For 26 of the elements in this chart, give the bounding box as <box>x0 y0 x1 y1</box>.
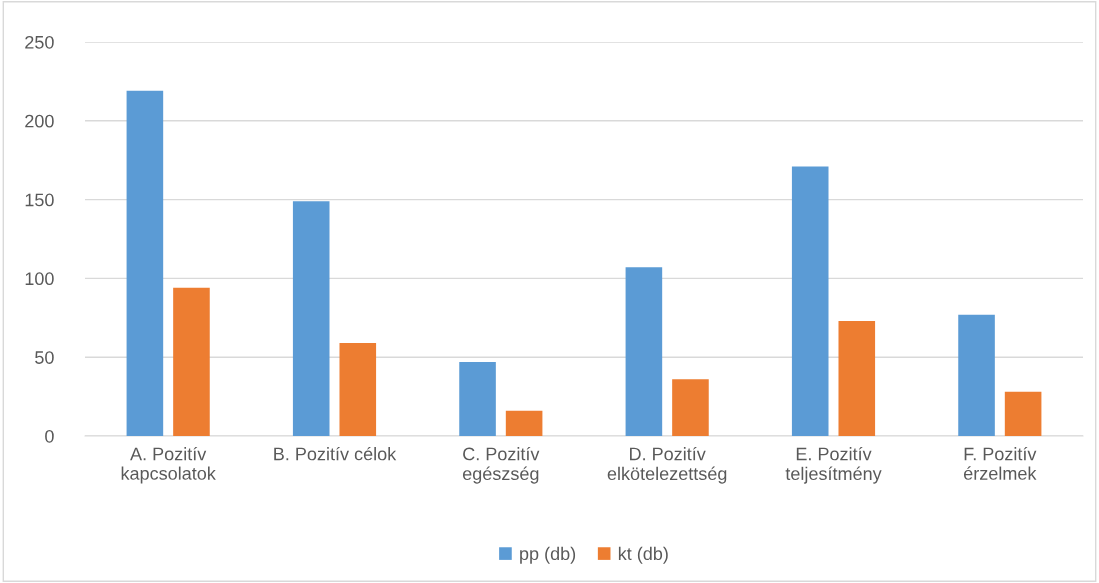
bar <box>838 320 876 436</box>
bar <box>292 201 330 436</box>
bar <box>505 410 543 436</box>
bar <box>173 287 210 436</box>
y-tick-label: 250 <box>25 35 54 49</box>
x-tick-label: B. Pozitív célok <box>274 446 397 461</box>
bar <box>791 166 829 436</box>
y-tick-label: 100 <box>25 272 54 286</box>
bar <box>1004 391 1042 436</box>
x-tick-label: E. Pozitív teljesítmény <box>785 446 882 484</box>
x-tick-label: D. Pozitív elkötelezettség <box>607 446 727 484</box>
bar <box>459 361 496 436</box>
legend-label: kt (db) <box>618 546 668 564</box>
bar <box>672 379 709 436</box>
bar <box>126 90 164 436</box>
bar <box>625 267 663 436</box>
y-tick-label: 200 <box>25 114 54 128</box>
x-tick-label: C. Pozitív egészség <box>462 446 540 484</box>
y-tick-label: 150 <box>25 193 54 207</box>
y-tick-label: 50 <box>35 351 54 364</box>
legend-label: pp (db) <box>520 546 576 564</box>
bar <box>958 314 995 436</box>
x-tick-label: F. Pozitív érzelmek <box>963 446 1037 480</box>
x-tick-label: A. Pozitív kapcsolatok <box>121 446 216 484</box>
bar <box>339 343 377 436</box>
y-tick-label: 0 <box>45 429 54 443</box>
